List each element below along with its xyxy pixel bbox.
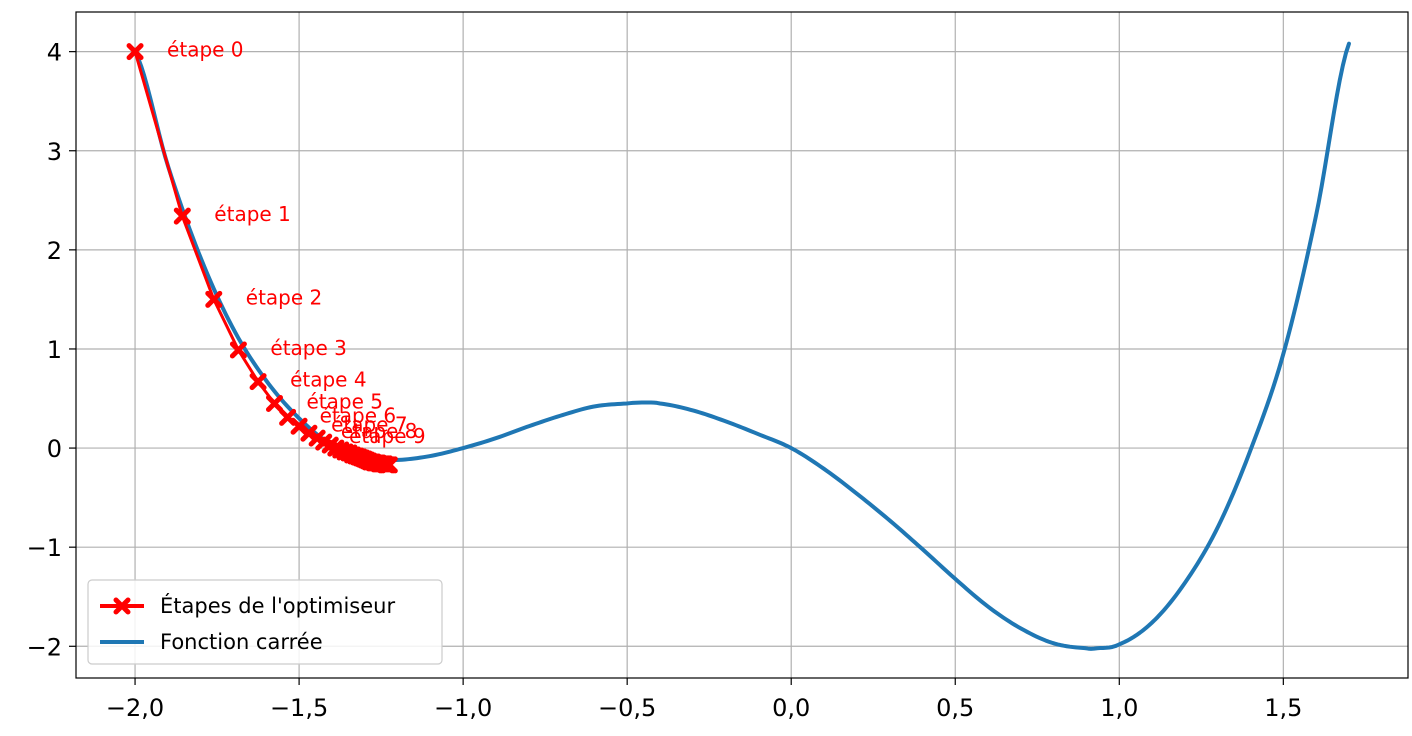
step-annotation: étape 4 [290, 368, 366, 392]
legend-label: Fonction carrée [160, 630, 323, 654]
y-tick-label: 0 [47, 435, 62, 463]
x-tick-label: 1,0 [1100, 694, 1138, 722]
y-tick-label: −2 [27, 633, 62, 661]
optimizer-steps-layer [126, 43, 398, 474]
legend: Étapes de l'optimiseur Fonction carrée [87, 579, 443, 665]
step-annotation: étape 9 [349, 424, 425, 448]
x-tick-label: 1,5 [1264, 694, 1302, 722]
step-marker [126, 43, 144, 61]
y-tick-label: 2 [47, 237, 62, 265]
step-marker-stroke [380, 456, 398, 474]
step-annotation: étape 6 [320, 403, 396, 427]
step-marker-stroke [173, 207, 191, 225]
y-tick-label: 1 [47, 336, 62, 364]
step-marker-stroke [279, 408, 297, 426]
step-marker [249, 373, 267, 391]
axis-ticks-layer: −2,0 −1,5 −1,0 −0,5 0,0 0,5 1,0 1,5 −2 −1 0 1 2 3 4 [27, 39, 1303, 722]
step-annotation: étape 0 [167, 38, 243, 62]
step-marker-stroke [265, 394, 283, 412]
step-marker-stroke [249, 373, 267, 391]
step-marker-stroke [315, 433, 333, 451]
step-marker [265, 394, 283, 412]
step-marker-stroke [229, 341, 247, 359]
legend-step-marker [113, 597, 131, 615]
step-marker-stroke [113, 597, 131, 615]
step-annotation: étape 1 [214, 202, 290, 226]
step-marker [205, 290, 223, 308]
legend-box [87, 579, 443, 665]
y-tick-label: −1 [27, 534, 62, 562]
step-marker [380, 456, 398, 474]
step-annotation: étape 3 [270, 336, 346, 360]
y-tick-label: 4 [47, 39, 62, 67]
legend-label: Étapes de l'optimiseur [160, 593, 395, 618]
x-tick-label: −0,5 [598, 694, 656, 722]
grid [76, 12, 1408, 678]
step-marker-stroke [290, 417, 308, 435]
step-marker [173, 207, 191, 225]
step-marker [229, 341, 247, 359]
step-marker-stroke [205, 290, 223, 308]
x-tick-label: 0,5 [936, 694, 974, 722]
x-tick-label: −2,0 [106, 694, 164, 722]
step-annotation: étape 8 [341, 419, 417, 443]
step-annotation: étape 2 [246, 285, 322, 309]
y-tick-label: 3 [47, 138, 62, 166]
step-annotation: étape 5 [306, 389, 382, 413]
step-marker-stroke [126, 43, 144, 61]
x-tick-label: −1,5 [270, 694, 328, 722]
x-tick-label: −1,0 [434, 694, 492, 722]
step-annotation: étape 7 [331, 412, 407, 436]
plot-frame [75, 11, 1409, 679]
x-tick-label: 0,0 [772, 694, 810, 722]
